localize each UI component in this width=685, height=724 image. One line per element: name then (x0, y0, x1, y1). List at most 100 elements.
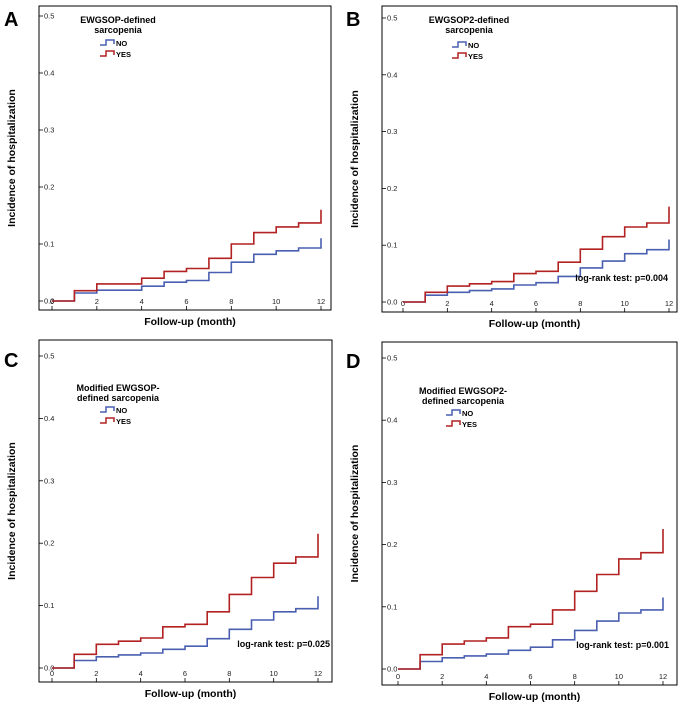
y-tick-label: 0.4 (44, 414, 54, 423)
y-tick-label: 0.3 (44, 476, 54, 485)
legend-label-yes: YES (116, 50, 131, 59)
y-tick-label: 0.4 (387, 70, 397, 79)
legend-label-no: NO (468, 41, 479, 50)
series-line-no (52, 596, 319, 669)
x-tick-label: 6 (534, 299, 538, 308)
x-tick-label: 10 (615, 672, 623, 681)
legend-symbol-no (446, 409, 461, 416)
y-tick-label: 0.1 (387, 602, 397, 611)
plot-frame (381, 341, 678, 686)
panel-c: C 0.0 0.1 0.2 0.3 0.4 0.5 0 2 4 6 8 10 12 Follow-up (m… (4, 339, 333, 700)
legend-title-line: Modified EWGSOP- (77, 383, 160, 393)
legend-symbol-no (100, 39, 115, 46)
x-tick-label: 8 (227, 669, 231, 678)
log-rank-annotation: log-rank test: p=0.004 (575, 273, 668, 283)
x-tick-label: 6 (183, 669, 187, 678)
legend-title: EWGSOP-defined sarcopenia (80, 15, 156, 35)
panel-letter: B (346, 9, 360, 31)
legend-title-line: EWGSOP2-defined (429, 15, 510, 25)
panel-d: D 0.0 0.1 0.2 0.3 0.4 0.5 0 2 4 6 8 10 12 Follow-up (m… (346, 341, 678, 703)
x-axis-title: Follow-up (month) (144, 316, 236, 328)
x-tick-label: 6 (184, 297, 188, 306)
x-tick-label: 2 (94, 669, 98, 678)
y-tick-label: 0.2 (387, 184, 397, 193)
x-tick-label: 12 (317, 297, 325, 306)
series-line-yes (403, 206, 670, 303)
y-tick-label: 0.5 (44, 12, 54, 21)
x-tick-label: 8 (578, 299, 582, 308)
y-tick-label: 0.0 (44, 664, 54, 673)
x-tick-label: 4 (484, 672, 488, 681)
y-tick-label: 0.3 (387, 478, 397, 487)
y-tick-label: 0.1 (44, 601, 54, 610)
plot-frame (381, 5, 678, 313)
x-axis-title: Follow-up (month) (489, 318, 581, 330)
y-tick-label: 0.1 (44, 240, 54, 249)
legend-title-line: sarcopenia (94, 25, 143, 35)
series-line-no (398, 597, 664, 670)
legend-title-line: sarcopenia (445, 25, 494, 35)
y-tick-label: 0.5 (387, 14, 397, 23)
x-axis-title: Follow-up (month) (489, 691, 581, 703)
log-rank-annotation: log-rank test: p=0.001 (576, 640, 669, 650)
series-line-yes (52, 533, 319, 669)
x-tick-label: 4 (140, 297, 144, 306)
legend-label-no: NO (116, 39, 127, 48)
plot-frame (38, 5, 332, 311)
plot-frame (38, 339, 333, 683)
legend-symbol-yes (100, 417, 115, 424)
series-line-yes (52, 209, 322, 302)
legend-label-no: NO (462, 409, 473, 418)
legend-symbol-no (100, 406, 115, 413)
x-tick-label: 4 (490, 299, 494, 308)
y-tick-label: 0.4 (44, 69, 54, 78)
legend-symbol-yes (446, 420, 461, 427)
y-tick-label: 0.5 (44, 352, 54, 361)
y-tick-label: 0.3 (44, 126, 54, 135)
x-tick-label: 8 (229, 297, 233, 306)
y-tick-label: 0.5 (387, 354, 397, 363)
y-axis-title: Incidence of hospitalization (349, 445, 361, 583)
legend-label-yes: YES (116, 417, 131, 426)
x-tick-label: 0 (396, 672, 400, 681)
panel-letter: A (4, 9, 18, 31)
y-tick-label: 0.1 (387, 241, 397, 250)
legend-title-line: defined sarcopenia (422, 396, 505, 406)
x-tick-label: 4 (139, 669, 143, 678)
legend-label-yes: YES (468, 52, 483, 61)
log-rank-annotation: log-rank test: p=0.025 (237, 639, 330, 649)
y-tick-label: 0.0 (387, 298, 397, 307)
legend-symbol-no (452, 41, 467, 48)
x-tick-label: 10 (620, 299, 628, 308)
x-tick-label: 2 (445, 299, 449, 308)
x-tick-label: 2 (95, 297, 99, 306)
y-tick-label: 0.0 (387, 665, 397, 674)
legend-symbol-yes (452, 52, 467, 59)
legend-label-no: NO (116, 406, 127, 415)
y-tick-label: 0.0 (44, 297, 54, 306)
panel-b: B 0.0 0.1 0.2 0.3 0.4 0.5 0 2 4 6 8 10 12 Follow-up (m… (346, 5, 678, 330)
x-axis-title: Follow-up (month) (145, 688, 237, 700)
y-tick-label: 0.3 (387, 127, 397, 136)
legend-title-line: Modified EWGSOP2- (419, 386, 507, 396)
y-axis-title: Incidence of hospitalization (6, 442, 18, 580)
x-tick-label: 12 (314, 669, 322, 678)
x-tick-label: 8 (573, 672, 577, 681)
legend-title: Modified EWGSOP2-defined sarcopenia (419, 386, 507, 406)
x-tick-label: 0 (50, 669, 54, 678)
x-tick-label: 10 (272, 297, 280, 306)
legend-title: EWGSOP2-defined sarcopenia (429, 15, 510, 35)
legend-title-line: EWGSOP-defined (80, 15, 156, 25)
y-tick-label: 0.2 (44, 183, 54, 192)
x-tick-label: 10 (269, 669, 277, 678)
x-tick-label: 0 (401, 299, 405, 308)
legend-title: Modified EWGSOP-defined sarcopenia (77, 383, 161, 403)
y-axis-title: Incidence of hospitalization (6, 89, 18, 227)
legend-symbol-yes (100, 50, 115, 57)
legend-title-line: defined sarcopenia (77, 393, 160, 403)
x-tick-label: 12 (665, 299, 673, 308)
y-tick-label: 0.2 (44, 539, 54, 548)
x-tick-label: 12 (659, 672, 667, 681)
